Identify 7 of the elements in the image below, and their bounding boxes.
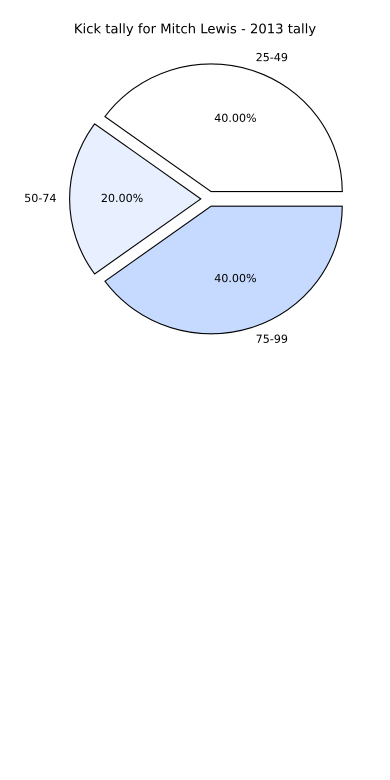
slice-label: 75-99 <box>256 334 288 343</box>
data-label: 20.00% <box>102 194 143 202</box>
data-label: 40.00% <box>214 274 256 282</box>
data-label: 40.00% <box>214 114 256 122</box>
chart-title: Kick tally for Mitch Lewis - 2013 tally <box>75 23 316 36</box>
slice-label: 50-74 <box>25 194 56 202</box>
slice-label: 25-49 <box>256 52 288 62</box>
